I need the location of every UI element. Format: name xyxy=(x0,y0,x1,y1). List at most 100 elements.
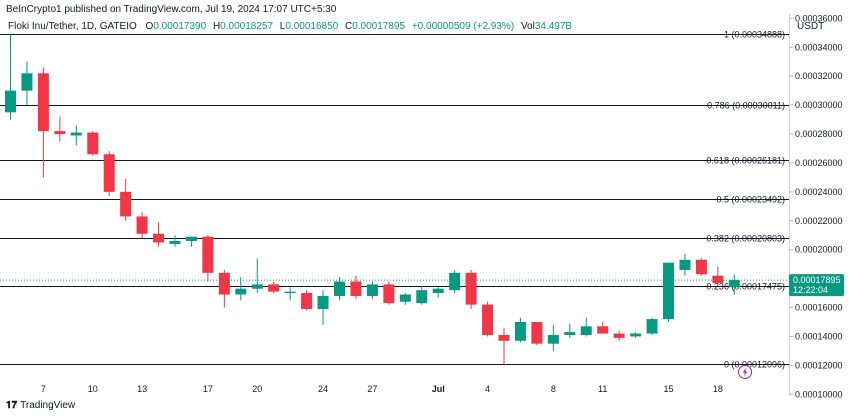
price-axis[interactable]: 0.00036000 0.00034000 0.00032000 0.00030000… xyxy=(789,13,843,399)
price-tick-label: 0.00028000 xyxy=(795,129,843,139)
price-tick-label: 0.00012000 xyxy=(795,360,843,370)
open-value: 0.00017390 xyxy=(153,21,207,32)
time-tick-label: 11 xyxy=(598,384,607,394)
fib-level-label: 1 (0.00034888) xyxy=(724,30,785,40)
candle-up xyxy=(317,295,329,309)
candle-down xyxy=(136,216,148,234)
time-tick-label: 27 xyxy=(367,384,377,394)
ohlc-legend: Floki Inu/Tether, 1D, GATEIO O0.00017390… xyxy=(8,21,576,32)
fib-level-label: 0 (0.00012096) xyxy=(724,360,785,370)
time-tick-label: 20 xyxy=(252,384,262,394)
close-value: 0.00017895 xyxy=(352,21,406,32)
time-tick-label: 13 xyxy=(137,384,147,394)
last-price-value: 0.00017895 xyxy=(793,275,841,285)
candle-down xyxy=(597,326,609,334)
candle-down xyxy=(712,275,724,283)
candle-down xyxy=(383,284,395,304)
candle-up xyxy=(185,236,197,242)
price-tick-label: 0.00010000 xyxy=(795,389,843,399)
fib-level-label: 0.382 (0.00020803) xyxy=(706,234,785,244)
candle-down xyxy=(350,281,362,296)
candle-up xyxy=(169,241,181,244)
candle-up xyxy=(5,90,16,113)
high-value: 0.00018257 xyxy=(220,21,274,32)
candle-up xyxy=(679,259,691,270)
fib-level-label: 0.618 (0.00026181) xyxy=(706,156,785,166)
open-key: O xyxy=(145,21,154,32)
candle-up xyxy=(564,332,576,335)
price-axis-unit: USDT xyxy=(797,21,825,32)
candle-down xyxy=(153,233,165,243)
candle-down xyxy=(202,236,214,273)
candle-up xyxy=(366,284,378,296)
candle-down xyxy=(218,272,230,295)
price-tick-label: 0.00014000 xyxy=(795,331,843,341)
price-tick-label: 0.00016000 xyxy=(795,303,843,313)
price-tick-label: 0.00030000 xyxy=(795,100,843,110)
candle-up xyxy=(728,280,740,288)
candle-down xyxy=(268,284,280,292)
volume-value: 34.497B xyxy=(534,21,573,32)
change-value: +0.00000509 (+2.93%) xyxy=(411,21,515,32)
low-value: 0.00016850 xyxy=(285,21,339,32)
candle-down xyxy=(613,333,625,338)
candle-up xyxy=(449,272,461,291)
publisher-note: BeInCrypto1 published on TradingView.com… xyxy=(6,4,337,15)
brand-label: TradingView xyxy=(20,400,76,411)
low-key: L xyxy=(279,21,286,32)
candle-up xyxy=(646,319,658,334)
candle-down xyxy=(695,259,707,275)
candle-up xyxy=(70,132,82,136)
candle-down xyxy=(120,191,132,217)
candlesticks xyxy=(5,34,740,366)
candle-up xyxy=(334,281,345,296)
fib-level-label: 0.236 (0.00017475) xyxy=(706,282,785,292)
candle-up xyxy=(514,321,526,341)
tradingview-logo-icon: 𝟏𝟕 xyxy=(6,400,18,411)
candle-down xyxy=(103,154,115,192)
candle-down xyxy=(54,131,66,135)
candle-up xyxy=(432,288,444,294)
candle-up xyxy=(284,291,296,294)
fib-level-label: 0.786 (0.00030011) xyxy=(707,101,785,111)
candle-up xyxy=(235,288,247,295)
footer-brand[interactable]: 𝟏𝟕 TradingView xyxy=(6,400,75,411)
candle-down xyxy=(465,272,477,305)
symbol-label[interactable]: Floki Inu/Tether, 1D, GATEIO xyxy=(8,21,137,32)
time-tick-label: 7 xyxy=(41,384,46,394)
price-tick-label: 0.00026000 xyxy=(795,158,843,168)
time-tick-label: 4 xyxy=(485,384,490,394)
fib-level-label: 0.5 (0.00023492) xyxy=(716,195,785,205)
volume-key: Vol xyxy=(520,21,535,32)
candle-up xyxy=(630,333,642,337)
candle-up xyxy=(21,73,33,91)
candle-down xyxy=(87,132,99,155)
lightning-icon[interactable] xyxy=(738,365,752,379)
candle-down xyxy=(482,304,494,335)
price-tick-label: 0.00024000 xyxy=(795,187,843,197)
price-tick-label: 0.00022000 xyxy=(795,216,843,226)
candle-up xyxy=(399,294,411,302)
candle-down xyxy=(37,73,49,132)
candle-up xyxy=(416,290,428,304)
price-tick-label: 0.00034000 xyxy=(795,42,843,52)
time-tick-label: 17 xyxy=(203,384,213,394)
price-tick-label: 0.00032000 xyxy=(795,71,843,81)
last-price-badge xyxy=(789,274,844,297)
price-tick-label: 0.00036000 xyxy=(795,13,843,23)
candle-down xyxy=(301,293,313,309)
bar-countdown: 12:22:04 xyxy=(793,285,828,295)
time-tick-label: 8 xyxy=(551,384,556,394)
time-axis[interactable]: 7 10 13 17 20 24 27 Jul 4 8 11 15 18 xyxy=(41,384,723,394)
close-key: C xyxy=(344,21,353,32)
time-tick-label: 15 xyxy=(663,384,673,394)
candle-down xyxy=(498,334,510,341)
price-tick-label: 0.00020000 xyxy=(795,245,843,255)
candle-up xyxy=(663,262,674,320)
time-tick-label: 10 xyxy=(88,384,98,394)
fibonacci-retracement: 1 (0.00034888) 0.786 (0.00030011) 0.618 (0… xyxy=(0,30,789,370)
candle-up xyxy=(547,334,559,344)
candle-up xyxy=(580,326,592,335)
